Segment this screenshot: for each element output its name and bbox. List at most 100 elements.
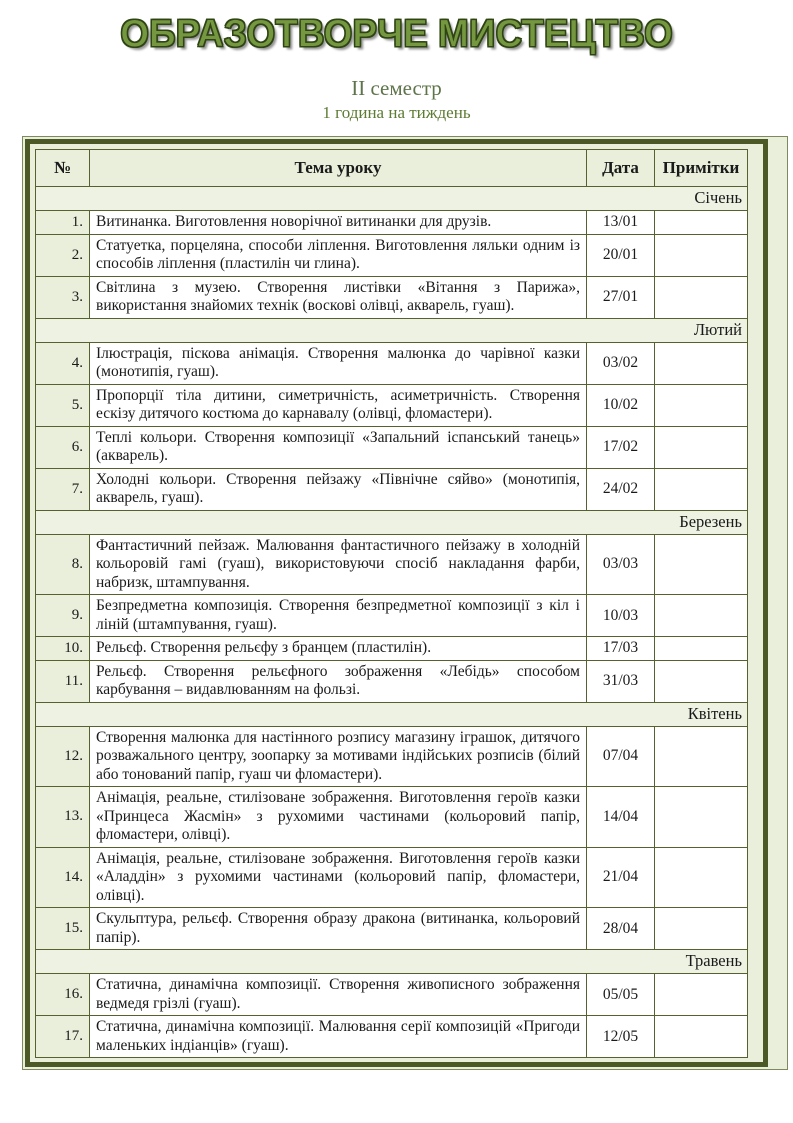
lesson-number: 8. — [35, 533, 90, 595]
lesson-note — [654, 341, 748, 385]
lesson-note — [654, 973, 748, 1016]
lesson-date: 10/02 — [586, 383, 655, 427]
lesson-number: 3. — [35, 275, 90, 319]
header-row: № Тема уроку Дата Примітки — [35, 149, 748, 187]
lesson-row: 5. Пропорції тіла дитини, симетричність, … — [35, 383, 748, 427]
lesson-date: 24/02 — [586, 467, 655, 511]
lesson-row: 17. Статична, динамічна композиції. Малюв… — [35, 1015, 748, 1058]
lesson-row: 9. Безпредметна композиція. Створення без… — [35, 594, 748, 637]
semester-subtitle: ІІ семестр — [351, 76, 442, 100]
lesson-date: 28/04 — [586, 907, 655, 950]
lesson-note — [654, 233, 748, 277]
lesson-row: 13. Анімація, реальне, стилізоване зображ… — [35, 786, 748, 848]
lesson-date: 14/04 — [586, 786, 655, 848]
lesson-note — [654, 383, 748, 427]
lesson-number: 4. — [35, 341, 90, 385]
lesson-date: 21/04 — [586, 846, 655, 908]
lesson-note — [654, 425, 748, 469]
lesson-note — [654, 533, 748, 595]
column-header-date: Дата — [586, 149, 655, 187]
lesson-topic: Теплі кольори. Створення композиції «Зап… — [89, 425, 587, 469]
lesson-date: 17/03 — [586, 636, 655, 661]
lesson-date: 17/02 — [586, 425, 655, 469]
lesson-number: 13. — [35, 786, 90, 848]
lesson-row: 16. Статична, динамічна композиції. Створ… — [35, 973, 748, 1016]
lesson-number: 2. — [35, 233, 90, 277]
lesson-date: 03/03 — [586, 533, 655, 595]
lesson-number: 14. — [35, 846, 90, 908]
lesson-row: 7. Холодні кольори. Створення пейзажу «Пі… — [35, 467, 748, 511]
month-section-row: Травень — [35, 949, 748, 974]
month-label: Травень — [35, 949, 748, 974]
lesson-date: 05/05 — [586, 973, 655, 1016]
lesson-row: 14. Анімація, реальне, стилізоване зображ… — [35, 846, 748, 908]
lesson-number: 15. — [35, 907, 90, 950]
month-section-row: Січень — [35, 186, 748, 211]
lesson-note — [654, 1015, 748, 1058]
month-section-row: Квітень — [35, 701, 748, 727]
lesson-topic: Холодні кольори. Створення пейзажу «Півн… — [89, 467, 587, 511]
lesson-topic: Статична, динамічна композиції. Малюванн… — [89, 1015, 587, 1058]
lesson-number: 1. — [35, 210, 90, 235]
lesson-note — [654, 467, 748, 511]
lesson-row: 4. Ілюстрація, піскова анімація. Створенн… — [35, 341, 748, 385]
month-section-row: Лютий — [35, 317, 748, 343]
lesson-note — [654, 636, 748, 661]
lesson-topic: Світлина з музею. Створення листівки «Ві… — [89, 275, 587, 319]
lesson-row: 12. Створення малюнка для настінного розп… — [35, 725, 748, 787]
column-header-number: № — [35, 149, 90, 187]
month-section-row: Березень — [35, 509, 748, 535]
lesson-note — [654, 659, 748, 703]
lesson-row: 8. Фантастичний пейзаж. Малювання фантаст… — [35, 533, 748, 595]
lesson-number: 6. — [35, 425, 90, 469]
lesson-number: 17. — [35, 1015, 90, 1058]
lesson-topic: Скульптура, рельєф. Створення образу дра… — [89, 907, 587, 950]
lesson-row: 1. Витинанка. Виготовлення новорічної вит… — [35, 210, 748, 235]
lesson-topic: Пропорції тіла дитини, симетричність, ас… — [89, 383, 587, 427]
lesson-date: 12/05 — [586, 1015, 655, 1058]
lesson-schedule-table: № Тема уроку Дата Примітки Січень 1. Витин… — [35, 149, 748, 1058]
lesson-number: 11. — [35, 659, 90, 703]
lesson-date: 10/03 — [586, 594, 655, 637]
lesson-topic: Анімація, реальне, стилізоване зображенн… — [89, 786, 587, 848]
lesson-topic: Створення малюнка для настінного розпису… — [89, 725, 587, 787]
page-title: ОБРАЗОТВОРЧЕ МИСТЕЦТВО — [120, 12, 674, 56]
lesson-row: 10. Рельєф. Створення рельєфу з бранцем (… — [35, 636, 748, 661]
lesson-note — [654, 846, 748, 908]
lesson-note — [654, 210, 748, 235]
lesson-topic: Рельєф. Створення рельєфу з бранцем (пла… — [89, 636, 587, 661]
lesson-number: 12. — [35, 725, 90, 787]
lesson-date: 27/01 — [586, 275, 655, 319]
lesson-row: 11. Рельєф. Створення рельєфного зображен… — [35, 659, 748, 703]
lesson-topic: Фантастичний пейзаж. Малювання фантастич… — [89, 533, 587, 595]
lesson-topic: Анімація, реальне, стилізоване зображенн… — [89, 846, 587, 908]
lesson-note — [654, 786, 748, 848]
lesson-number: 5. — [35, 383, 90, 427]
hours-per-week-subtitle: 1 година на тиждень — [322, 103, 471, 122]
lesson-row: 6. Теплі кольори. Створення композиції «З… — [35, 425, 748, 469]
month-label: Січень — [35, 186, 748, 211]
lesson-number: 10. — [35, 636, 90, 661]
lesson-number: 9. — [35, 594, 90, 637]
column-header-topic: Тема уроку — [89, 149, 587, 187]
lesson-topic: Рельєф. Створення рельєфного зображення … — [89, 659, 587, 703]
lesson-note — [654, 594, 748, 637]
lesson-date: 03/02 — [586, 341, 655, 385]
lesson-topic: Статична, динамічна композиції. Створенн… — [89, 973, 587, 1016]
lesson-note — [654, 725, 748, 787]
lesson-topic: Витинанка. Виготовлення новорічної витин… — [89, 210, 587, 235]
lesson-date: 13/01 — [586, 210, 655, 235]
lesson-date: 20/01 — [586, 233, 655, 277]
lesson-note — [654, 907, 748, 950]
month-label: Березень — [35, 509, 748, 535]
month-label: Лютий — [35, 317, 748, 343]
lesson-row: 15. Скульптура, рельєф. Створення образу … — [35, 907, 748, 950]
table-outer-frame: № Тема уроку Дата Примітки Січень 1. Витин… — [22, 136, 788, 1070]
lesson-number: 16. — [35, 973, 90, 1016]
month-label: Квітень — [35, 701, 748, 727]
lesson-row: 3. Світлина з музею. Створення листівки «… — [35, 275, 748, 319]
lesson-date: 31/03 — [586, 659, 655, 703]
lesson-note — [654, 275, 748, 319]
lesson-row: 2. Статуетка, порцеляна, способи ліплення… — [35, 233, 748, 277]
lesson-topic: Безпредметна композиція. Створення безпр… — [89, 594, 587, 637]
